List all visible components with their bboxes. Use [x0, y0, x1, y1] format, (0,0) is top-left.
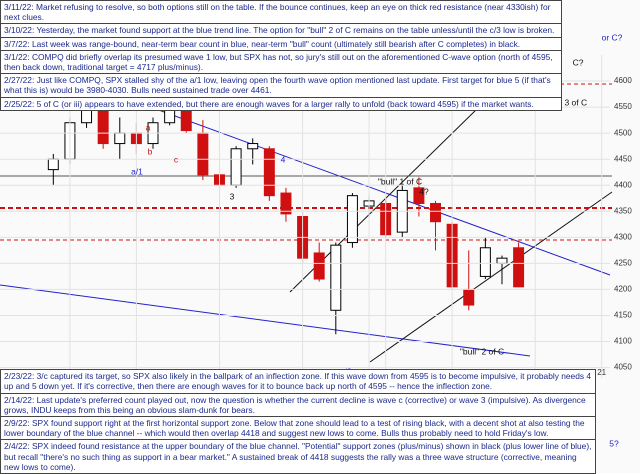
note: 2/4/22: SPX indeed found resistance at t…	[0, 439, 596, 474]
y-tick-label: 4450	[614, 154, 632, 163]
blue-channel-lower	[0, 284, 531, 357]
y-tick-label: 4200	[614, 285, 632, 294]
note: 3/7/22: Last week was range-bound, near-…	[0, 36, 562, 51]
wave-label: "bull" 1 of C	[378, 176, 422, 186]
y-tick-label: 4600	[614, 76, 632, 85]
x-tick-label: 21	[597, 368, 606, 377]
candle-body	[114, 132, 126, 145]
black-channel-lower	[369, 191, 613, 363]
wave-label: a/1	[131, 166, 143, 176]
bottom-notes: 2/23/22: 3/c captured its target, so SPX…	[0, 369, 596, 474]
note: 2/25/22: 5 of C (or iii) appears to have…	[0, 96, 562, 111]
y-tick-label: 4100	[614, 337, 632, 346]
candle-body	[313, 252, 325, 280]
wave-label: C?	[573, 57, 584, 67]
y-tick-label: 4250	[614, 258, 632, 267]
candle-body	[280, 192, 292, 215]
candle-body	[47, 158, 59, 171]
y-tick-label: 4500	[614, 128, 632, 137]
candle-body	[463, 288, 475, 306]
y-tick-label: 4350	[614, 206, 632, 215]
wave-label: "bull" 3 of C	[543, 97, 587, 107]
candle-body	[330, 244, 342, 311]
candle-body	[197, 132, 209, 176]
candle-body	[247, 143, 259, 150]
candle-body	[413, 187, 425, 204]
candle-body	[263, 148, 275, 197]
wave-label: "bull" 2 of C	[460, 346, 504, 356]
wave-label: a	[146, 122, 151, 132]
candle-body	[230, 148, 242, 186]
note: 2/23/22: 3/c captured its target, so SPX…	[0, 369, 596, 394]
note: 3/10/22: Yesterday, the market found sup…	[0, 23, 562, 38]
note: 3/1/22: COMPQ did briefly overlap its pr…	[0, 49, 562, 75]
note: 2/27/22: Just like COMPQ, SPX stalled sh…	[0, 73, 562, 98]
note: 2/9/22: SPX found support right at the f…	[0, 415, 596, 441]
candle-body	[513, 247, 525, 288]
candle-body	[430, 202, 442, 223]
candle-body	[479, 247, 491, 277]
y-tick-label: 4400	[614, 180, 632, 189]
wave-label: or C?	[602, 32, 623, 42]
wave-label: c	[174, 154, 179, 164]
y-tick-label: 4300	[614, 232, 632, 241]
note: 3/11/22: Market refusing to resolve, so …	[0, 0, 562, 25]
wave-label: 4	[281, 154, 286, 164]
wave-label: b	[148, 146, 153, 156]
y-tick-label: 4550	[614, 102, 632, 111]
top-notes: 3/11/22: Market refusing to resolve, so …	[0, 0, 562, 111]
note: 2/14/22: Last update's preferred count p…	[0, 392, 596, 417]
y-tick-label: 4050	[614, 363, 632, 372]
y-tick-label: 4150	[614, 311, 632, 320]
candle-body	[496, 257, 508, 264]
candle-body	[346, 195, 358, 244]
wave-label: 3	[230, 191, 235, 201]
wave-label: 5?	[609, 438, 619, 448]
wave-label: 4?	[419, 186, 429, 196]
